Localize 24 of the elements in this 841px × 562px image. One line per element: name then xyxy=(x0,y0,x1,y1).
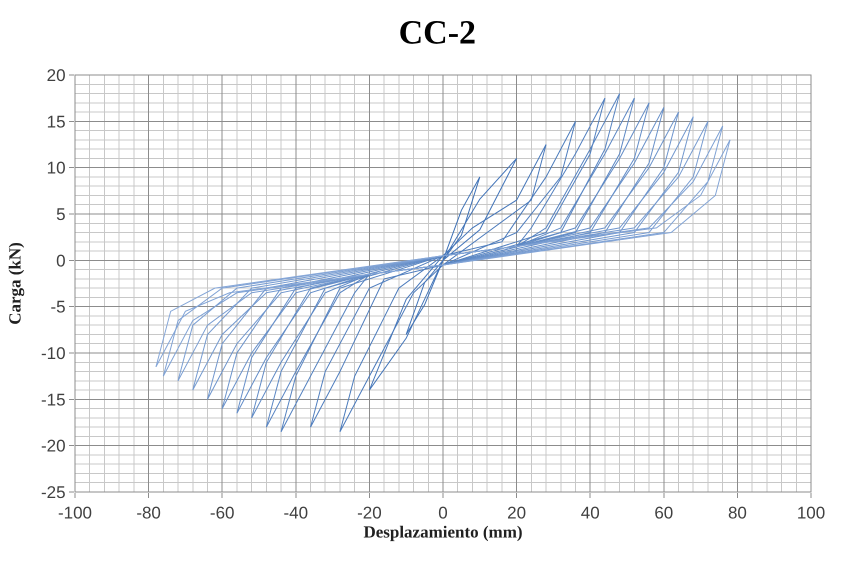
x-tick-label: 80 xyxy=(728,503,747,522)
x-tick-label: -20 xyxy=(357,503,382,522)
y-axis-title: Carga (kN) xyxy=(6,242,25,325)
y-tick-label: 0 xyxy=(56,251,66,270)
x-tick-label: 0 xyxy=(438,503,448,522)
x-tick-label: -80 xyxy=(136,503,161,522)
y-tick-label: 20 xyxy=(46,66,66,85)
y-tick-label: -5 xyxy=(50,298,66,317)
x-tick-label: 40 xyxy=(580,503,600,522)
y-tick-label: -10 xyxy=(41,344,66,363)
x-tick-label: -100 xyxy=(58,503,92,522)
x-tick-label: 100 xyxy=(796,503,826,522)
x-tick-label: 20 xyxy=(507,503,526,522)
x-tick-label: 60 xyxy=(654,503,674,522)
x-tick-label: -40 xyxy=(284,503,308,522)
x-axis-title: Desplazamiento (mm) xyxy=(363,522,523,542)
y-tick-label: -15 xyxy=(41,390,66,410)
y-tick-label: -20 xyxy=(41,436,66,456)
chart-title: CC-2 xyxy=(398,14,476,52)
y-tick-label: 5 xyxy=(56,204,66,224)
y-tick-label: 15 xyxy=(46,112,66,132)
y-tick-label: 10 xyxy=(46,158,66,178)
y-tick-label: -25 xyxy=(41,482,66,502)
x-tick-label: -60 xyxy=(210,503,234,522)
